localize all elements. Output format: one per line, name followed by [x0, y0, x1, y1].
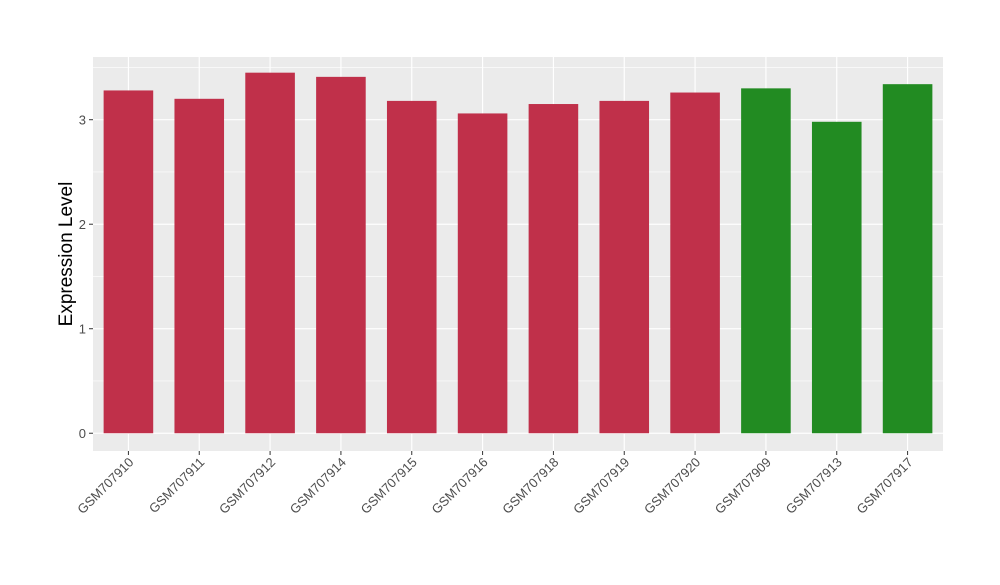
y-tick-label: 3	[79, 113, 86, 128]
x-tick-label: GSM707911	[146, 455, 208, 517]
bar-GSM707912	[245, 72, 295, 434]
grid-minor	[93, 67, 943, 382]
x-tick-label: GSM707920	[641, 455, 703, 517]
plot-panel	[93, 57, 943, 451]
y-axis: 0 1 2 3	[79, 113, 93, 441]
x-tick-label: GSM707915	[358, 455, 420, 517]
bar-GSM707915	[386, 100, 437, 434]
x-tick-label: GSM707913	[783, 455, 845, 517]
bar-GSM707910	[103, 90, 154, 434]
bar-GSM707909	[741, 88, 791, 434]
x-tick-label: GSM707912	[216, 455, 278, 517]
x-tick-label: GSM707909	[712, 455, 774, 517]
x-axis: GSM707910 GSM707911 GSM707912 GSM707914 GSM7…	[74, 451, 916, 517]
x-tick-label: GSM707919	[570, 455, 632, 517]
bars	[103, 72, 933, 434]
y-axis-label: Expression Level	[56, 182, 77, 327]
y-tick-label: 2	[79, 217, 86, 232]
bar-GSM707913	[811, 121, 862, 434]
y-tick-label: 0	[79, 426, 86, 441]
x-tick-label: GSM707914	[287, 455, 349, 517]
x-tick-label: GSM707910	[74, 455, 136, 517]
bar-GSM707916	[457, 113, 508, 434]
x-tick-label: GSM707916	[428, 455, 490, 517]
bar-GSM707914	[316, 76, 366, 434]
x-tick-label: GSM707917	[853, 455, 915, 517]
y-tick-label: 1	[79, 322, 86, 337]
bar-GSM707920	[670, 92, 720, 434]
bar-GSM707919	[599, 100, 650, 434]
bar-GSM707917	[882, 84, 933, 434]
bar-GSM707918	[528, 104, 579, 434]
x-tick-label: GSM707918	[499, 455, 561, 517]
bar-GSM707911	[174, 98, 225, 434]
